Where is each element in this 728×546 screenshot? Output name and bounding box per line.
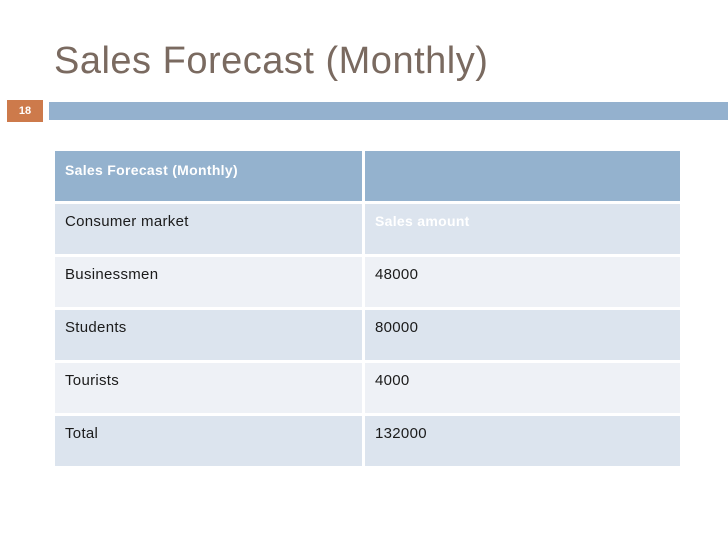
table-cell-value-total: 132000 — [365, 416, 680, 466]
slide-number-badge: 18 — [7, 100, 43, 122]
table-header-cell-empty — [365, 151, 680, 201]
column-header-consumer-market: Consumer market — [55, 204, 362, 254]
table-cell-label-total: Total — [55, 416, 362, 466]
title-underline-bar — [49, 102, 728, 120]
sales-forecast-table: Sales Forecast (Monthly) Consumer market… — [55, 151, 680, 466]
column-header-sales-amount: Sales amount — [365, 204, 680, 254]
table-header-cell: Sales Forecast (Monthly) — [55, 151, 362, 201]
table-cell-label: Tourists — [55, 363, 362, 413]
slide-title: Sales Forecast (Monthly) — [54, 40, 489, 82]
table-cell-value: 48000 — [365, 257, 680, 307]
table-cell-label: Students — [55, 310, 362, 360]
table-cell-value: 4000 — [365, 363, 680, 413]
table-cell-value: 80000 — [365, 310, 680, 360]
table-cell-label: Businessmen — [55, 257, 362, 307]
